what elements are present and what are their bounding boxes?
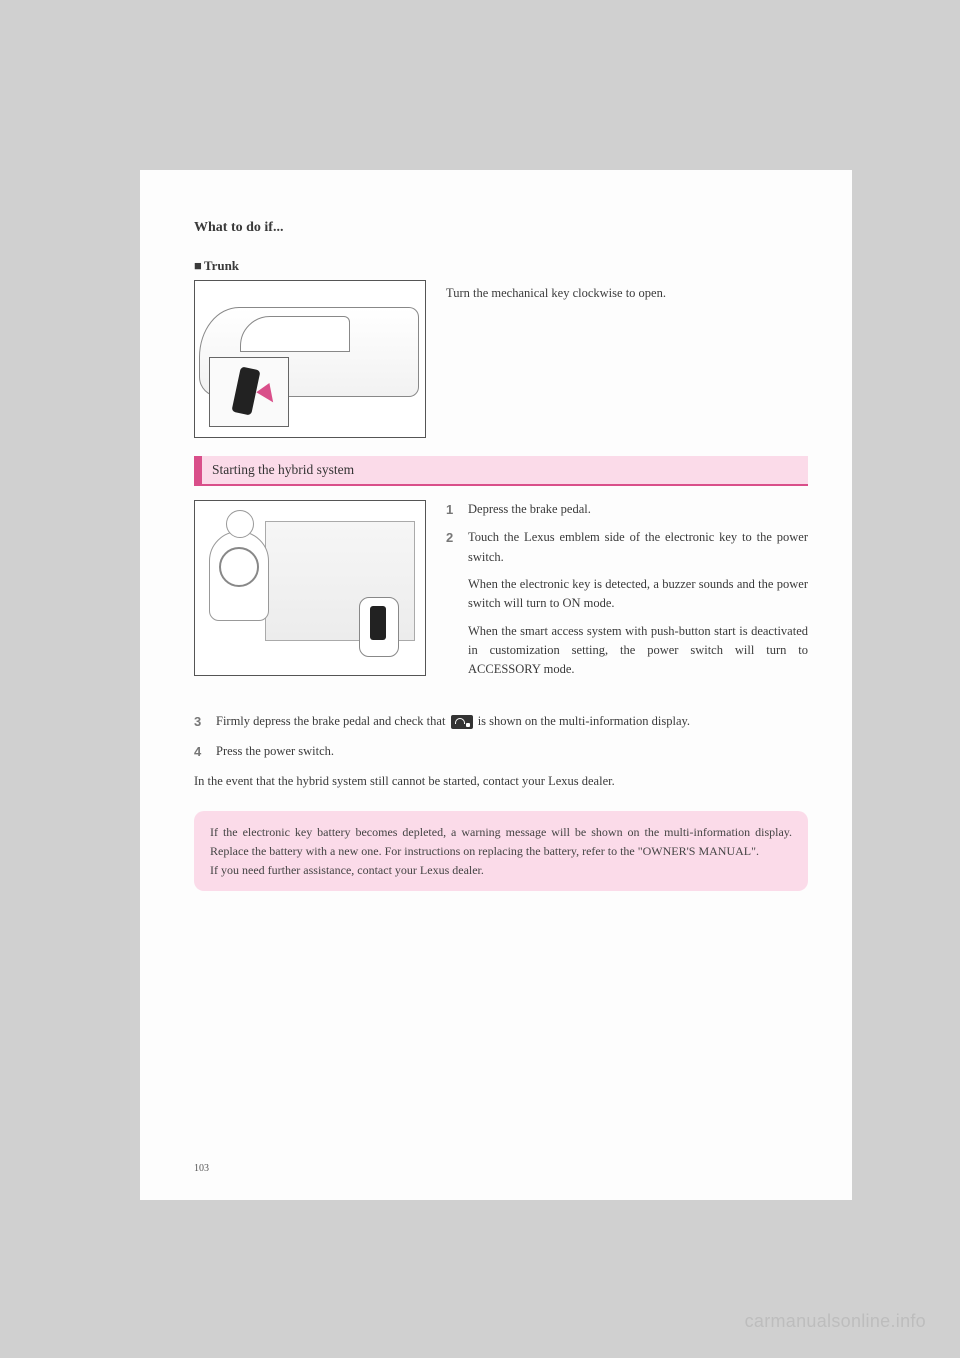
step-3: 3 Firmly depress the brake pedal and che… <box>194 712 808 732</box>
section-bar-title: Starting the hybrid system <box>202 456 808 486</box>
section-bar: Starting the hybrid system <box>194 456 808 486</box>
step-number: 2 <box>446 528 458 688</box>
notice-line-1: If the electronic key battery becomes de… <box>210 823 792 860</box>
key-indicator-icon <box>451 715 473 729</box>
trunk-row: Turn the mechanical key clockwise to ope… <box>194 280 808 438</box>
bullet-square: ■ <box>194 258 202 273</box>
step-text-post: is shown on the multi-information displa… <box>475 714 691 728</box>
page-number: 103 <box>194 1163 209 1174</box>
section-bar-accent <box>194 456 202 486</box>
step-paragraph: When the smart access system with push-b… <box>468 622 808 680</box>
car-window-icon <box>240 316 350 352</box>
trunk-illustration <box>194 280 426 438</box>
step-body: Firmly depress the brake pedal and check… <box>216 712 808 732</box>
notice-box: If the electronic key battery becomes de… <box>194 811 808 891</box>
step-1: 1 Depress the brake pedal. <box>446 500 808 520</box>
trunk-subheading: ■Trunk <box>194 258 808 274</box>
step-text-pre: Firmly depress the brake pedal and check… <box>216 714 449 728</box>
notice-line-2: If you need further assistance, contact … <box>210 861 792 880</box>
step-number: 3 <box>194 712 206 732</box>
steering-wheel-icon <box>219 547 259 587</box>
closing-text: In the event that the hybrid system stil… <box>194 772 808 791</box>
step-paragraph: When the electronic key is detected, a b… <box>468 575 808 614</box>
hybrid-row: 1 Depress the brake pedal. 2 Touch the L… <box>194 500 808 696</box>
step-2: 2 Touch the Lexus emblem side of the ele… <box>446 528 808 688</box>
trunk-label: Trunk <box>204 258 239 273</box>
hand-holding-key-icon <box>359 597 399 657</box>
section-header: What to do if... <box>194 220 808 236</box>
step-text: Press the power switch. <box>216 742 808 762</box>
step-text: Touch the Lexus emblem side of the elect… <box>468 528 808 567</box>
manual-page: What to do if... ■Trunk Turn the mechani… <box>140 170 852 1200</box>
step-number: 4 <box>194 742 206 762</box>
step-text: Depress the brake pedal. <box>468 500 808 520</box>
step-body: Touch the Lexus emblem side of the elect… <box>468 528 808 688</box>
rotate-arrow-icon <box>256 383 279 407</box>
step-number: 1 <box>446 500 458 520</box>
steps-column: 1 Depress the brake pedal. 2 Touch the L… <box>446 500 808 696</box>
step-4: 4 Press the power switch. <box>194 742 808 762</box>
hybrid-illustration <box>194 500 426 676</box>
trunk-instruction: Turn the mechanical key clockwise to ope… <box>446 280 666 438</box>
key-inset-icon <box>209 357 289 427</box>
watermark: carmanualsonline.info <box>745 1311 926 1332</box>
